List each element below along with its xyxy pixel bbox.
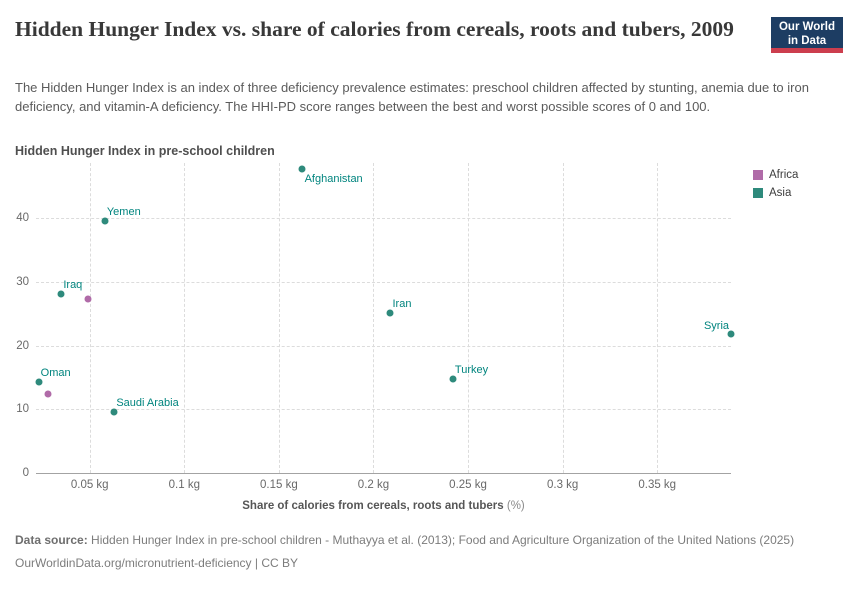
legend-item-africa[interactable]: Africa (753, 169, 798, 181)
x-axis-unit: (%) (506, 500, 525, 512)
y-tick-label: 0 (22, 467, 29, 479)
x-axis-title: Share of calories from cereals, roots an… (36, 500, 731, 512)
gridline-y-10 (36, 409, 731, 411)
y-tick-label: 40 (16, 212, 29, 225)
license-link[interactable]: CC BY (261, 556, 299, 570)
data-point-syria[interactable] (727, 330, 735, 338)
x-tick-label: 0.15 kg (260, 479, 298, 491)
chart-subtitle: The Hidden Hunger Index is an index of t… (15, 80, 809, 114)
data-point-yemen[interactable] (101, 217, 109, 225)
legend-label-africa: Africa (769, 169, 799, 181)
data-point-oman[interactable] (35, 378, 43, 386)
point-label-iraq: Iraq (63, 279, 83, 292)
point-label-syria: Syria (703, 320, 729, 333)
data-source-line: Data source: Hidden Hunger Index in pre-… (15, 532, 835, 549)
data-source-text: Hidden Hunger Index in pre-school childr… (87, 533, 795, 547)
owid-url-link[interactable]: OurWorldinData.org/micronutrient-deficie… (15, 556, 252, 570)
gridline-y-0 (36, 473, 731, 474)
x-tick-label: 0.1 kg (168, 479, 200, 491)
legend-label-asia: Asia (769, 187, 792, 199)
data-point-iraq[interactable] (57, 290, 65, 298)
data-point-turkey[interactable] (449, 375, 457, 383)
y-tick-label: 20 (16, 339, 29, 352)
attribution-line: OurWorldinData.org/micronutrient-deficie… (15, 555, 835, 572)
gridline-x-0.05 (89, 163, 91, 473)
x-tick-label: 0.25 kg (449, 479, 487, 491)
x-axis-title-text: Share of calories from cereals, roots an… (242, 500, 504, 512)
gridline-x-0.15 (278, 163, 280, 473)
owid-logo-line2: in Data (787, 35, 827, 47)
data-point-iran[interactable] (386, 309, 394, 317)
x-tick-label: 0.2 kg (357, 479, 390, 491)
data-point-africa-1[interactable] (84, 295, 92, 303)
y-tick-label: 10 (16, 403, 29, 416)
gridline-x-0.35 (657, 163, 659, 473)
legend-swatch-asia (753, 188, 763, 198)
legend-swatch-africa (753, 170, 763, 180)
plot-area: 0.05 kg 0.1 kg 0.15 kg 0.2 kg 0.25 kg 0.3 kg 0… (16, 163, 735, 491)
legend-item-asia[interactable]: Asia (753, 187, 798, 199)
gridline-x-0.25 (468, 163, 470, 473)
point-label-yemen: Yemen (106, 205, 141, 218)
owid-logo-line1: Our World (778, 21, 835, 33)
gridline-x-0.3 (562, 163, 564, 473)
owid-logo[interactable]: Our World in Data (771, 17, 843, 53)
chart-footer: Data source: Hidden Hunger Index in pre-… (15, 532, 835, 572)
x-tick-label: 0.35 kg (638, 479, 677, 491)
data-point-saudi-arabia[interactable] (110, 408, 118, 416)
point-label-turkey: Turkey (454, 363, 489, 376)
point-label-saudi-arabia: Saudi Arabia (116, 396, 179, 409)
data-point-afghanistan[interactable] (298, 165, 306, 173)
x-tick-label: 0.3 kg (546, 479, 579, 491)
x-tick-label: 0.05 kg (70, 479, 109, 491)
gridline-y-40 (36, 218, 731, 220)
data-source-label: Data source: (15, 533, 88, 547)
gridline-y-20 (36, 345, 731, 347)
data-point-africa-2[interactable] (44, 390, 52, 398)
point-label-iran: Iran (392, 297, 412, 310)
chart-title: Hidden Hunger Index vs. share of calorie… (15, 17, 734, 41)
point-label-afghanistan: Afghanistan (304, 172, 363, 185)
y-axis-title: Hidden Hunger Index in pre-school childr… (15, 144, 275, 158)
y-tick-label: 30 (16, 276, 29, 289)
attribution-separator: | (251, 556, 262, 570)
gridline-x-0.1 (184, 163, 186, 473)
point-label-oman: Oman (40, 366, 71, 379)
gridline-y-30 (36, 282, 731, 284)
chart-legend: Africa Asia (753, 169, 798, 199)
gridline-x-0.2 (373, 163, 375, 473)
